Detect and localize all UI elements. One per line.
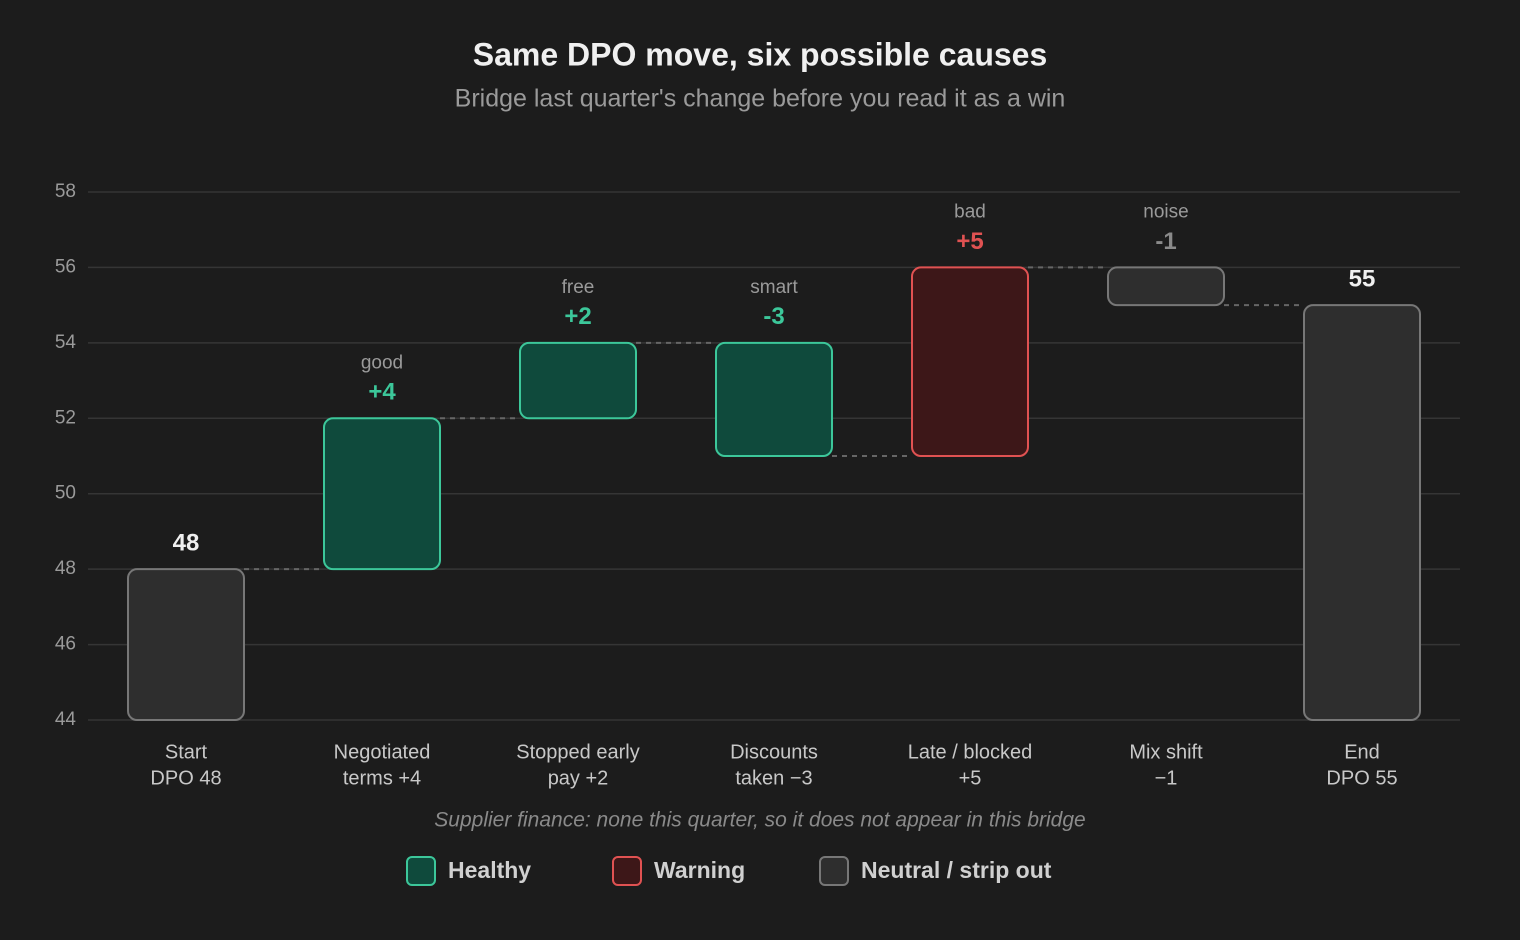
bar — [519, 341, 637, 420]
value-label: -3 — [763, 303, 784, 330]
x-tick-label: Negotiated — [334, 741, 431, 763]
value-label: -1 — [1155, 228, 1176, 255]
legend-label: Neutral / strip out — [861, 857, 1052, 883]
value-label: 48 — [173, 529, 200, 556]
legend-label: Healthy — [448, 857, 531, 883]
x-tick-label: DPO 55 — [1326, 767, 1397, 789]
bar — [127, 568, 245, 722]
legend-label: Warning — [654, 857, 745, 883]
tag-label: free — [562, 277, 595, 298]
x-tick-label: Mix shift — [1129, 741, 1203, 763]
value-label: +2 — [564, 303, 591, 330]
x-tick-label: pay +2 — [548, 767, 609, 789]
tag-label: good — [361, 352, 403, 373]
bar — [715, 341, 833, 458]
y-tick-label: 44 — [55, 709, 77, 730]
legend-swatch — [819, 856, 849, 886]
y-tick-label: 48 — [55, 558, 76, 579]
y-tick-label: 52 — [55, 407, 76, 428]
y-tick-label: 56 — [55, 256, 76, 277]
bar — [911, 266, 1029, 457]
tag-label: bad — [954, 201, 986, 222]
x-tick-label: Start — [165, 741, 208, 763]
x-tick-label: terms +4 — [343, 767, 421, 789]
chart-subtitle: Bridge last quarter's change before you … — [455, 85, 1066, 113]
x-tick-label: Late / blocked — [908, 741, 1033, 763]
bar — [323, 417, 441, 571]
annotation: Supplier finance: none this quarter, so … — [434, 809, 1085, 832]
tag-label: noise — [1143, 201, 1188, 222]
y-tick-label: 54 — [55, 332, 77, 353]
bar — [1107, 266, 1225, 307]
x-tick-label: End — [1344, 741, 1380, 763]
y-tick-label: 50 — [55, 483, 76, 504]
value-label: +4 — [368, 379, 396, 406]
y-tick-label: 58 — [55, 181, 76, 202]
x-tick-label: Discounts — [730, 741, 818, 763]
chart-title: Same DPO move, six possible causes — [473, 36, 1048, 72]
x-tick-label: taken −3 — [735, 767, 812, 789]
x-tick-label: +5 — [959, 767, 982, 789]
value-label: 55 — [1349, 265, 1376, 292]
y-tick-label: 46 — [55, 634, 76, 655]
legend-swatch — [612, 856, 642, 886]
value-label: +5 — [956, 228, 983, 255]
bar — [1303, 304, 1421, 721]
x-tick-label: −1 — [1155, 767, 1178, 789]
tag-label: smart — [750, 277, 798, 298]
x-tick-label: DPO 48 — [150, 767, 221, 789]
legend-swatch — [406, 856, 436, 886]
x-tick-label: Stopped early — [516, 741, 639, 763]
